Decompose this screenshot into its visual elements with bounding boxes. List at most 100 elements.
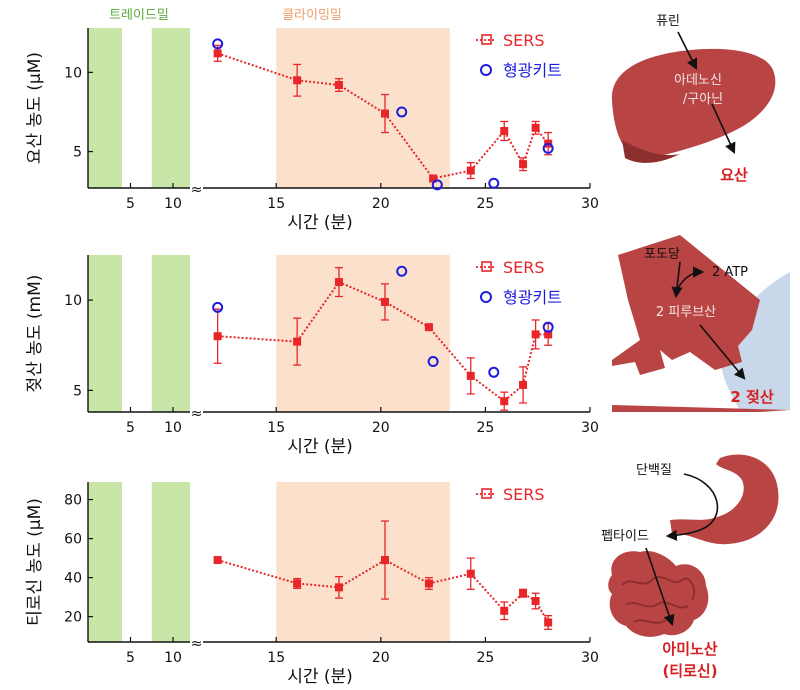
y-tick-label: 10	[64, 65, 82, 81]
x-tick-label: 20	[372, 650, 390, 666]
x-tick-label: 10	[164, 650, 182, 666]
sers-point	[424, 579, 433, 588]
sers-point	[466, 569, 475, 578]
sers-point	[213, 556, 222, 565]
y-tick-label: 20	[64, 610, 82, 626]
axis-break-mark: ≈	[191, 182, 203, 198]
y-axis-label: 요산 농도 (μM)	[25, 52, 45, 164]
uric-acid-panel: ≈5 10 5 10 15 20 25 30 시간 (분) 요산 농도 (μM) SERS 형광키트	[25, 28, 599, 233]
pyruvate-label: 2 피루브산	[656, 305, 716, 320]
x-axis-label: 시간 (분)	[287, 667, 353, 687]
sers-point	[466, 166, 475, 175]
tyrosine-panel: ≈20 40 60 80 5 10 15 20 25 30 시간 (분) 티로신 농도 (μM) SER…	[25, 482, 599, 687]
kit-point	[488, 177, 500, 189]
intestine-shape	[608, 550, 709, 637]
peptide-label: 펩타이드	[601, 529, 649, 544]
sers-point	[519, 380, 528, 389]
legend-sers-marker	[481, 488, 492, 499]
gut-arrow-1	[665, 473, 719, 541]
x-tick-label: 20	[372, 420, 390, 436]
legend-sers-label: SERS	[503, 485, 545, 504]
y-axis-label: 티로신 농도 (μM)	[25, 498, 45, 626]
kit-point	[542, 142, 554, 154]
axis-break-mark: ≈	[191, 636, 203, 652]
adenosine-label: 아데노신	[674, 73, 722, 88]
legend-kit-marker	[480, 64, 492, 76]
x-tick-label: 25	[476, 196, 494, 212]
sers-point	[531, 123, 540, 132]
sers-point	[500, 126, 509, 135]
amino-acid-product: 아미노산	[662, 640, 717, 658]
treadmill-label: 트레이드밀	[109, 8, 169, 23]
atp-label: 2 ATP	[712, 265, 748, 280]
kit-point	[212, 301, 224, 313]
y-tick-label: 5	[73, 145, 82, 161]
x-tick-label: 30	[581, 420, 599, 436]
sers-point	[334, 81, 343, 90]
uric-acid-product: 요산	[720, 166, 748, 184]
x-axis-label: 시간 (분)	[287, 437, 353, 457]
sers-point	[380, 297, 389, 306]
x-tick-label: 15	[267, 196, 285, 212]
sers-point	[334, 583, 343, 592]
climbmill-band	[276, 28, 450, 188]
x-tick-label: 25	[476, 420, 494, 436]
liver-illustration: 퓨린 아데노신 /구아닌 요산	[611, 14, 776, 184]
kit-point	[488, 366, 500, 378]
x-tick-label: 30	[581, 196, 599, 212]
muscle-illustration: 포도당 2 ATP 2 피루브산 2 젖산	[612, 235, 790, 412]
y-tick-label: 60	[64, 532, 82, 548]
x-tick-label: 10	[164, 196, 182, 212]
kit-point	[396, 265, 408, 277]
sers-point	[213, 332, 222, 341]
kit-point	[542, 321, 554, 333]
x-tick-label: 20	[372, 196, 390, 212]
kit-point	[431, 179, 443, 191]
legend-sers-label: SERS	[503, 31, 545, 50]
x-tick-label: 10	[164, 420, 182, 436]
liver-arrow-1	[677, 31, 698, 71]
x-tick-label: 30	[581, 650, 599, 666]
y-tick-label: 80	[64, 493, 82, 509]
treadmill-band-2	[151, 28, 190, 188]
treadmill-band-1	[88, 28, 122, 188]
sers-point	[380, 109, 389, 118]
treadmill-band-2	[151, 255, 190, 412]
kit-point	[212, 38, 224, 50]
muscle-cell-shape	[612, 235, 790, 412]
climbmill-label: 클라이밍밀	[282, 8, 342, 23]
y-axis-label: 젖산 농도 (mM)	[25, 275, 45, 393]
liver-lower-lobe	[622, 140, 680, 163]
climbmill-band	[276, 482, 450, 642]
y-tick-label: 40	[64, 571, 82, 587]
sers-point	[531, 330, 540, 339]
lactate-product: 2 젖산	[730, 388, 773, 406]
treadmill-band-1	[88, 255, 122, 412]
legend-kit-marker	[480, 291, 492, 303]
sers-series-line	[217, 280, 549, 403]
x-tick-label: 5	[126, 196, 135, 212]
guanine-label: /구아닌	[683, 92, 723, 107]
legend-sers-marker	[481, 261, 492, 272]
sers-point	[380, 556, 389, 565]
sers-point	[519, 160, 528, 169]
digestive-illustration: 단백질 펩타이드 아미노산 (티로신)	[601, 454, 779, 680]
x-tick-label: 5	[126, 420, 135, 436]
sers-point	[500, 397, 509, 406]
liver-arrow-2	[711, 103, 736, 155]
kit-point	[427, 355, 439, 367]
sers-point	[293, 579, 302, 588]
climbmill-band	[276, 255, 450, 412]
lactate-panel: ≈5 10 5 10 15 20 25 30 시간 (분) 젖산 농도 (mM) SERS 형광키트	[25, 255, 599, 457]
sers-point	[334, 278, 343, 287]
legend-sers-marker	[481, 34, 492, 45]
purine-label: 퓨린	[656, 14, 680, 29]
legend-kit-label: 형광키트	[503, 288, 562, 307]
sers-point	[466, 371, 475, 380]
x-tick-label: 15	[267, 420, 285, 436]
stomach-shape	[670, 454, 779, 545]
x-axis-label: 시간 (분)	[287, 213, 353, 233]
sers-point	[213, 49, 222, 58]
y-tick-label: 10	[64, 293, 82, 309]
